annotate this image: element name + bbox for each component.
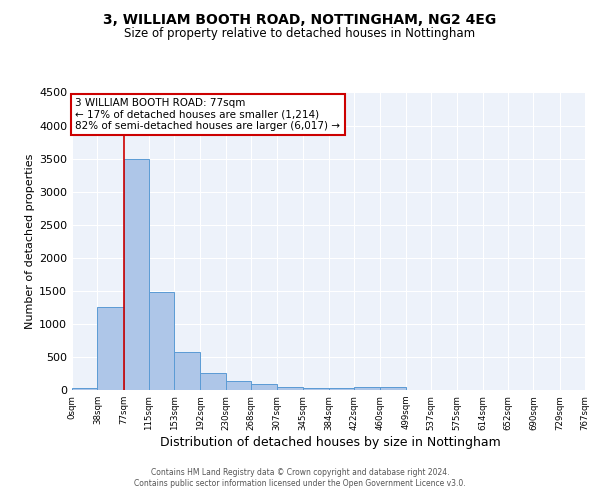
Bar xyxy=(124,158,149,390)
Bar xyxy=(303,388,329,390)
Bar xyxy=(200,374,226,390)
Bar xyxy=(226,380,251,390)
Bar xyxy=(72,388,97,390)
Bar xyxy=(175,352,200,390)
Bar xyxy=(354,386,380,390)
Bar xyxy=(149,292,175,390)
Bar xyxy=(380,386,406,390)
Text: 3 WILLIAM BOOTH ROAD: 77sqm
← 17% of detached houses are smaller (1,214)
82% of : 3 WILLIAM BOOTH ROAD: 77sqm ← 17% of det… xyxy=(76,98,340,131)
Bar xyxy=(97,306,124,390)
Text: Distribution of detached houses by size in Nottingham: Distribution of detached houses by size … xyxy=(160,436,500,449)
Y-axis label: Number of detached properties: Number of detached properties xyxy=(25,154,35,329)
Text: 3, WILLIAM BOOTH ROAD, NOTTINGHAM, NG2 4EG: 3, WILLIAM BOOTH ROAD, NOTTINGHAM, NG2 4… xyxy=(103,12,497,26)
Text: Size of property relative to detached houses in Nottingham: Size of property relative to detached ho… xyxy=(124,28,476,40)
Bar xyxy=(329,388,354,390)
Bar xyxy=(251,384,277,390)
Bar xyxy=(277,386,303,390)
Text: Contains HM Land Registry data © Crown copyright and database right 2024.
Contai: Contains HM Land Registry data © Crown c… xyxy=(134,468,466,487)
